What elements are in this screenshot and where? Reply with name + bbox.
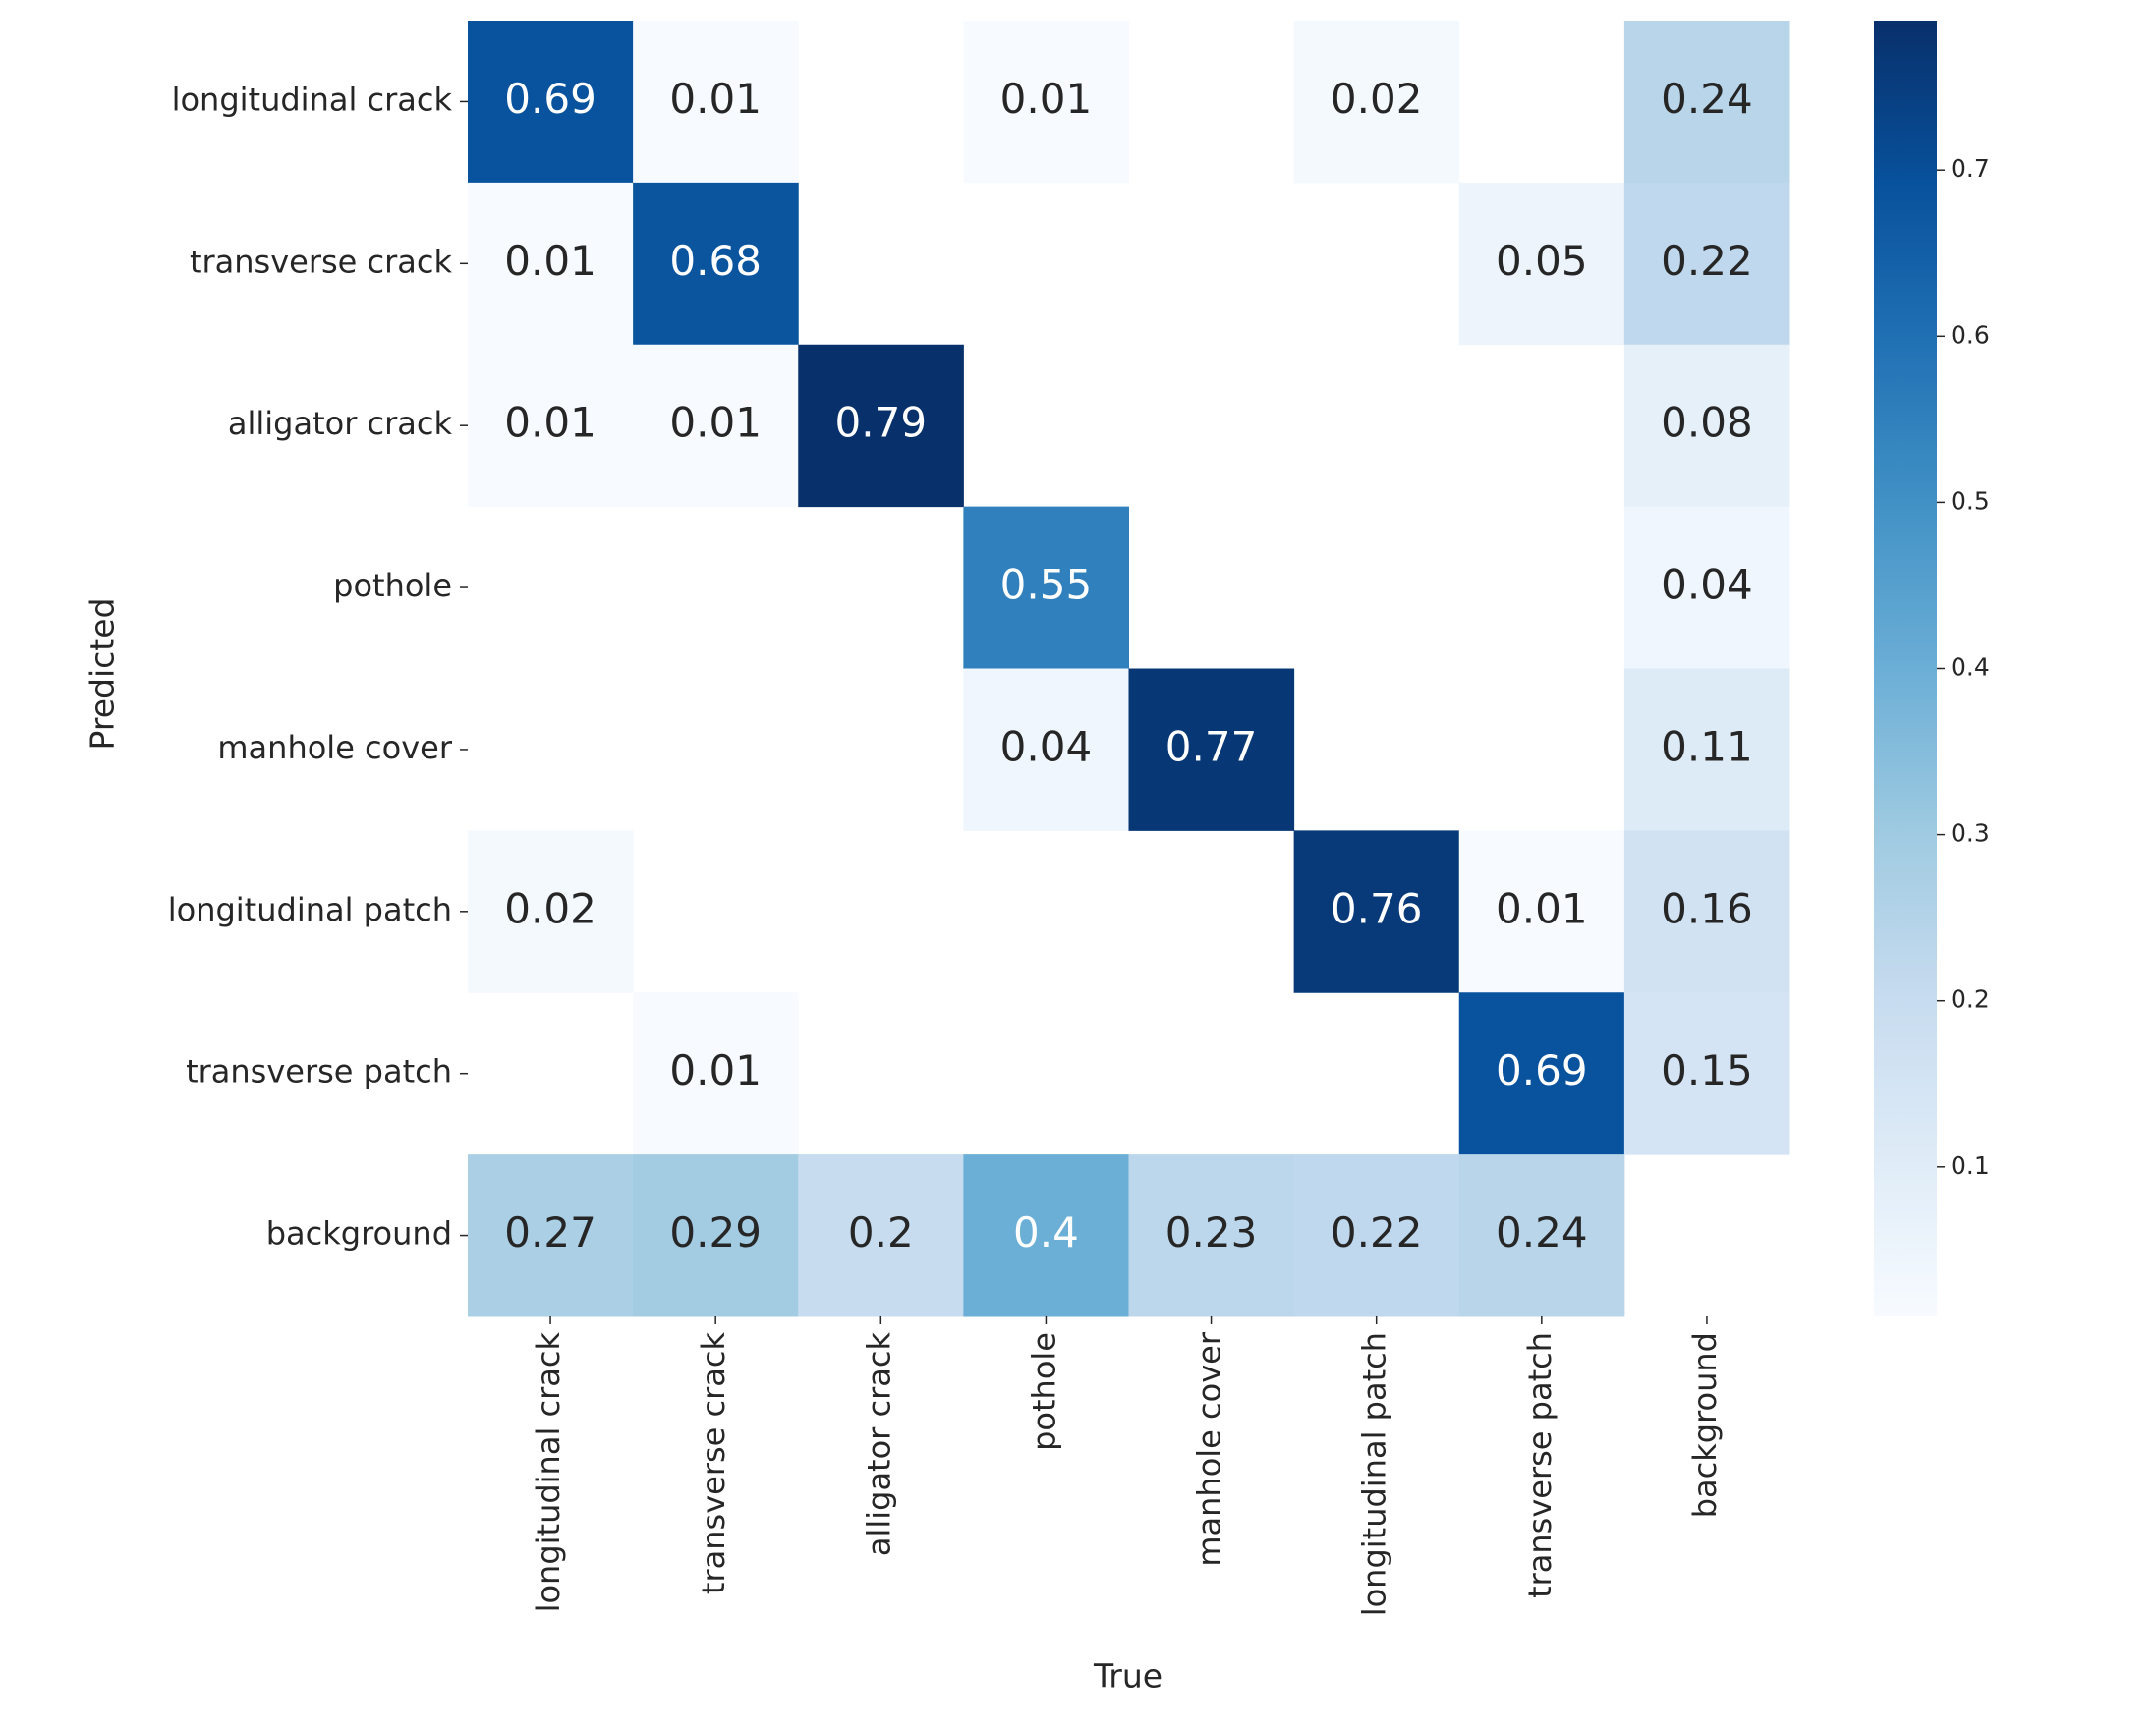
x-tick-label: transverse patch <box>1521 1332 1559 1598</box>
x-axis-label: True <box>1093 1657 1163 1696</box>
heatmap-cell <box>633 182 799 346</box>
cell-label: 0.02 <box>1331 75 1423 123</box>
colorbar-tick-label: 0.1 <box>1951 1151 1990 1180</box>
x-tick-label: longitudinal crack <box>530 1332 567 1613</box>
heatmap-cell <box>468 1154 634 1317</box>
heatmap-cell <box>1623 992 1790 1155</box>
y-tick-label: longitudinal crack <box>172 81 453 118</box>
colorbar-tick-label: 0.6 <box>1951 320 1990 349</box>
cell-label: 0.68 <box>669 237 762 285</box>
heatmap-cell <box>468 21 634 184</box>
cell-label: 0.24 <box>1661 75 1753 123</box>
y-tick-label: manhole cover <box>217 729 452 766</box>
cell-label: 0.01 <box>1000 75 1093 123</box>
heatmap-cell <box>963 21 1129 184</box>
heatmap-cell <box>1623 506 1790 669</box>
cell-label: 0.16 <box>1661 884 1753 932</box>
cell-label: 0.04 <box>1661 561 1753 609</box>
cell-label: 0.01 <box>504 399 596 447</box>
cell-label: 0.69 <box>504 75 596 123</box>
heatmap-cell <box>798 1154 964 1317</box>
y-tick-label: transverse patch <box>186 1053 452 1090</box>
cell-label: 0.76 <box>1331 884 1423 932</box>
heatmap-cell <box>633 1154 799 1317</box>
heatmap-cell <box>1128 668 1295 831</box>
heatmap-cell <box>1623 182 1790 346</box>
cell-label: 0.29 <box>669 1208 762 1256</box>
cell-label: 0.24 <box>1496 1208 1588 1256</box>
cell-label: 0.69 <box>1496 1046 1588 1094</box>
heatmap-cell <box>633 992 799 1155</box>
x-tick-label: transverse crack <box>695 1332 732 1595</box>
cell-label: 0.79 <box>835 399 928 447</box>
heatmap-cell <box>1458 1154 1625 1317</box>
heatmap-cell <box>1623 344 1790 508</box>
heatmap-cell <box>633 344 799 508</box>
colorbar-tick-label: 0.4 <box>1951 653 1990 682</box>
cell-label: 0.11 <box>1661 722 1753 770</box>
heatmap-cell <box>1458 992 1625 1155</box>
y-tick-label: alligator crack <box>228 405 453 442</box>
heatmap-cell <box>1293 1154 1460 1317</box>
heatmap-cell <box>963 668 1129 831</box>
heatmap-cell <box>468 182 634 346</box>
cell-label: 0.55 <box>1000 561 1093 609</box>
cell-label: 0.02 <box>504 884 596 932</box>
cell-label: 0.2 <box>848 1208 914 1256</box>
heatmap-cell <box>468 344 634 508</box>
heatmap-cell <box>1458 830 1625 993</box>
colorbar-tick-label: 0.5 <box>1951 486 1990 515</box>
cell-label: 0.15 <box>1661 1046 1753 1094</box>
heatmap-cell <box>963 1154 1129 1317</box>
cell-label: 0.01 <box>504 237 596 285</box>
cell-label: 0.08 <box>1661 399 1753 447</box>
heatmap-cell <box>1293 830 1460 993</box>
x-tick-label: longitudinal patch <box>1356 1332 1393 1616</box>
y-axis-label: Predicted <box>84 598 122 751</box>
cell-label: 0.27 <box>504 1208 596 1256</box>
y-tick-label: background <box>266 1215 452 1253</box>
cell-label: 0.05 <box>1496 237 1588 285</box>
cell-label: 0.01 <box>669 399 762 447</box>
y-tick-label: pothole <box>333 567 452 604</box>
heatmap-cell <box>1293 21 1460 184</box>
cell-label: 0.22 <box>1331 1208 1423 1256</box>
x-tick-label: manhole cover <box>1191 1331 1228 1566</box>
heatmap-cell <box>1458 182 1625 346</box>
cell-label: 0.01 <box>669 1046 762 1094</box>
cell-label: 0.4 <box>1013 1208 1079 1256</box>
heatmap-cell <box>468 830 634 993</box>
cell-label: 0.22 <box>1661 237 1753 285</box>
heatmap-cell <box>1623 830 1790 993</box>
heatmap-cell <box>798 344 964 508</box>
x-tick-label: pothole <box>1025 1332 1062 1451</box>
cell-label: 0.23 <box>1165 1208 1258 1256</box>
cell-label: 0.04 <box>1000 722 1093 770</box>
heatmap-cell <box>1623 668 1790 831</box>
y-tick-label: longitudinal patch <box>168 891 452 928</box>
x-tick-label: background <box>1686 1332 1724 1518</box>
colorbar-tick-label: 0.2 <box>1951 985 1990 1014</box>
colorbar-tick-label: 0.3 <box>1951 819 1990 848</box>
cell-label: 0.77 <box>1165 722 1258 770</box>
cell-label: 0.01 <box>1496 884 1588 932</box>
colorbar-tick-label: 0.7 <box>1951 154 1990 183</box>
heatmap-cell <box>963 506 1129 669</box>
heatmap-cell <box>633 21 799 184</box>
y-tick-label: transverse crack <box>190 243 453 280</box>
x-tick-label: alligator crack <box>860 1332 897 1557</box>
cell-label: 0.01 <box>669 75 762 123</box>
colorbar <box>1874 21 1937 1316</box>
heatmap-cell <box>1623 21 1790 184</box>
heatmap-cell <box>1128 1154 1295 1317</box>
